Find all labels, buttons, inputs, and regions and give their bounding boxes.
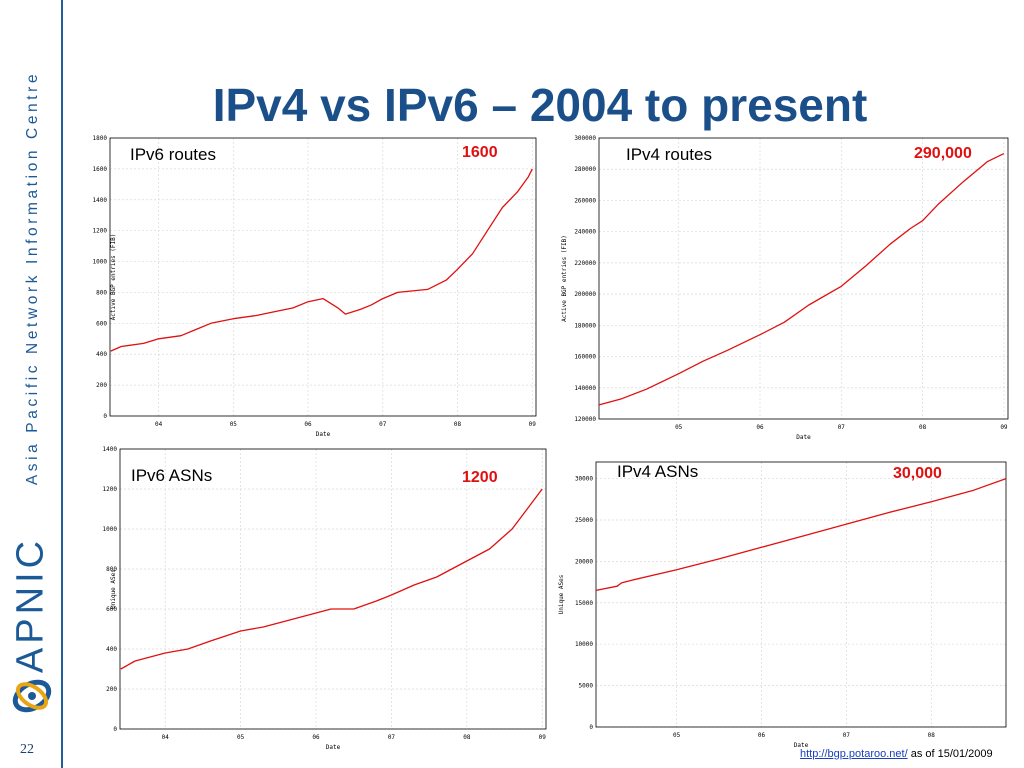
y-tick-label: 600	[106, 606, 117, 613]
callout-ipv4-routes: 290,000	[914, 145, 972, 162]
y-tick-label: 600	[96, 320, 107, 327]
y-tick-label: 1400	[93, 197, 108, 204]
ipv4-asns-series-line	[595, 477, 1007, 592]
y-tick-label: 1000	[93, 259, 108, 266]
callout-ipv6-routes: 1600	[462, 144, 498, 161]
footer-source: http://bgp.potaroo.net/ as of 15/01/2009	[800, 748, 993, 760]
slide-number: 22	[20, 742, 34, 757]
ipv6-asns-frame	[119, 448, 547, 730]
y-tick-label: 160000	[574, 354, 596, 361]
y-tick-label: 15000	[575, 600, 593, 607]
x-tick-label: 07	[843, 732, 851, 739]
source-date: as of 15/01/2009	[907, 748, 993, 760]
chart-ipv6-routes: 0 200 400 600 800 1000 1200 1400 1600 1800 04 05 06 0…	[93, 135, 537, 438]
y-tick-label: 1600	[93, 166, 108, 173]
chart-label-ipv6-routes: IPv6 routes	[130, 145, 216, 164]
ipv4-asns-frame	[595, 461, 1007, 728]
ipv6-routes-y-axis-label: Active BGP entries (FIB)	[110, 234, 117, 321]
x-tick-label: 06	[304, 421, 312, 428]
y-tick-label: 30000	[575, 476, 593, 483]
ipv4-routes-grid	[599, 137, 1008, 420]
y-tick-label: 120000	[574, 416, 596, 423]
x-tick-label: 08	[919, 424, 927, 431]
chart-label-ipv6-asns: IPv6 ASNs	[131, 466, 213, 485]
y-tick-label: 0	[589, 724, 593, 731]
x-tick-label: 04	[155, 421, 163, 428]
chart-label-ipv4-routes: IPv4 routes	[626, 145, 712, 164]
ipv6-asns-series-line	[120, 488, 543, 670]
x-tick-label: 05	[673, 732, 681, 739]
y-tick-label: 1200	[103, 486, 118, 493]
y-tick-label: 280000	[574, 166, 596, 173]
y-tick-label: 1000	[103, 526, 118, 533]
ipv4-asns-x-axis-label: Date	[794, 742, 809, 749]
x-tick-label: 07	[838, 424, 846, 431]
x-tick-label: 08	[454, 421, 462, 428]
chart-ipv4-asns: 0 5000 10000 15000 20000 25000 30000 05 06 07 08 Da…	[558, 461, 1007, 749]
y-tick-label: 1400	[103, 446, 118, 453]
organization-name: Asia Pacific Network Information Centre	[24, 70, 41, 486]
y-tick-label: 10000	[575, 641, 593, 648]
chart-ipv6-asns: 0 200 400 600 800 1000 1200 1400 04 05 06 07 08 09 Dat…	[103, 446, 547, 751]
y-tick-label: 800	[96, 289, 107, 296]
y-tick-label: 1200	[93, 228, 108, 235]
ipv4-routes-series-line	[598, 153, 1005, 406]
y-tick-label: 300000	[574, 135, 596, 142]
x-tick-label: 07	[379, 421, 387, 428]
y-tick-label: 200	[106, 686, 117, 693]
callout-ipv4-asns: 30,000	[893, 465, 942, 482]
y-tick-label: 1800	[93, 135, 108, 142]
x-tick-label: 04	[162, 734, 170, 741]
chart-label-ipv4-asns: IPv4 ASNs	[617, 462, 699, 481]
chart-ipv4-routes: 120000 140000 160000 180000 200000 220000 2400…	[561, 135, 1009, 441]
y-tick-label: 180000	[574, 322, 596, 329]
slide-title: IPv4 vs IPv6 – 2004 to present	[212, 79, 868, 131]
x-tick-label: 07	[388, 734, 396, 741]
y-tick-label: 5000	[579, 683, 594, 690]
y-tick-label: 200000	[574, 291, 596, 298]
y-tick-label: 200	[96, 382, 107, 389]
y-tick-label: 240000	[574, 229, 596, 236]
ipv4-routes-y-axis-label: Active BGP entries (FIB)	[561, 235, 568, 322]
side-band	[0, 0, 62, 768]
ipv6-routes-series-line	[110, 168, 533, 352]
x-tick-label: 09	[539, 734, 547, 741]
x-tick-label: 05	[675, 424, 683, 431]
x-tick-label: 05	[230, 421, 238, 428]
y-tick-label: 220000	[574, 260, 596, 267]
y-tick-label: 0	[103, 413, 107, 420]
y-tick-label: 140000	[574, 385, 596, 392]
x-tick-label: 08	[928, 732, 936, 739]
ipv6-asns-x-axis-label: Date	[326, 744, 341, 751]
side-rule	[61, 0, 63, 768]
source-link[interactable]: http://bgp.potaroo.net/	[800, 748, 908, 760]
ipv6-routes-grid	[110, 137, 536, 417]
y-tick-label: 260000	[574, 197, 596, 204]
brand-wordmark: APNIC	[9, 536, 52, 674]
y-tick-label: 20000	[575, 558, 593, 565]
x-tick-label: 06	[758, 732, 766, 739]
callout-ipv6-asns: 1200	[462, 469, 498, 486]
y-tick-label: 800	[106, 566, 117, 573]
x-tick-label: 05	[237, 734, 245, 741]
ipv4-asns-grid	[596, 462, 1006, 728]
x-tick-label: 09	[1000, 424, 1008, 431]
y-tick-label: 400	[106, 646, 117, 653]
y-tick-label: 400	[96, 351, 107, 358]
y-tick-label: 0	[113, 726, 117, 733]
ipv6-asns-grid	[120, 448, 546, 730]
x-tick-label: 08	[463, 734, 471, 741]
ipv6-routes-frame	[109, 137, 537, 417]
ipv6-asns-y-axis-label: Unique ASes	[110, 569, 117, 609]
x-tick-label: 09	[529, 421, 537, 428]
ipv6-routes-x-axis-label: Date	[316, 431, 331, 438]
y-tick-label: 25000	[575, 517, 593, 524]
ipv4-routes-frame	[598, 137, 1009, 420]
apnic-swirl-logo-icon	[12, 679, 52, 713]
ipv4-routes-x-axis-label: Date	[796, 434, 811, 441]
x-tick-label: 06	[312, 734, 320, 741]
x-tick-label: 06	[756, 424, 764, 431]
ipv4-asns-y-axis-label: Unique ASes	[558, 574, 565, 614]
